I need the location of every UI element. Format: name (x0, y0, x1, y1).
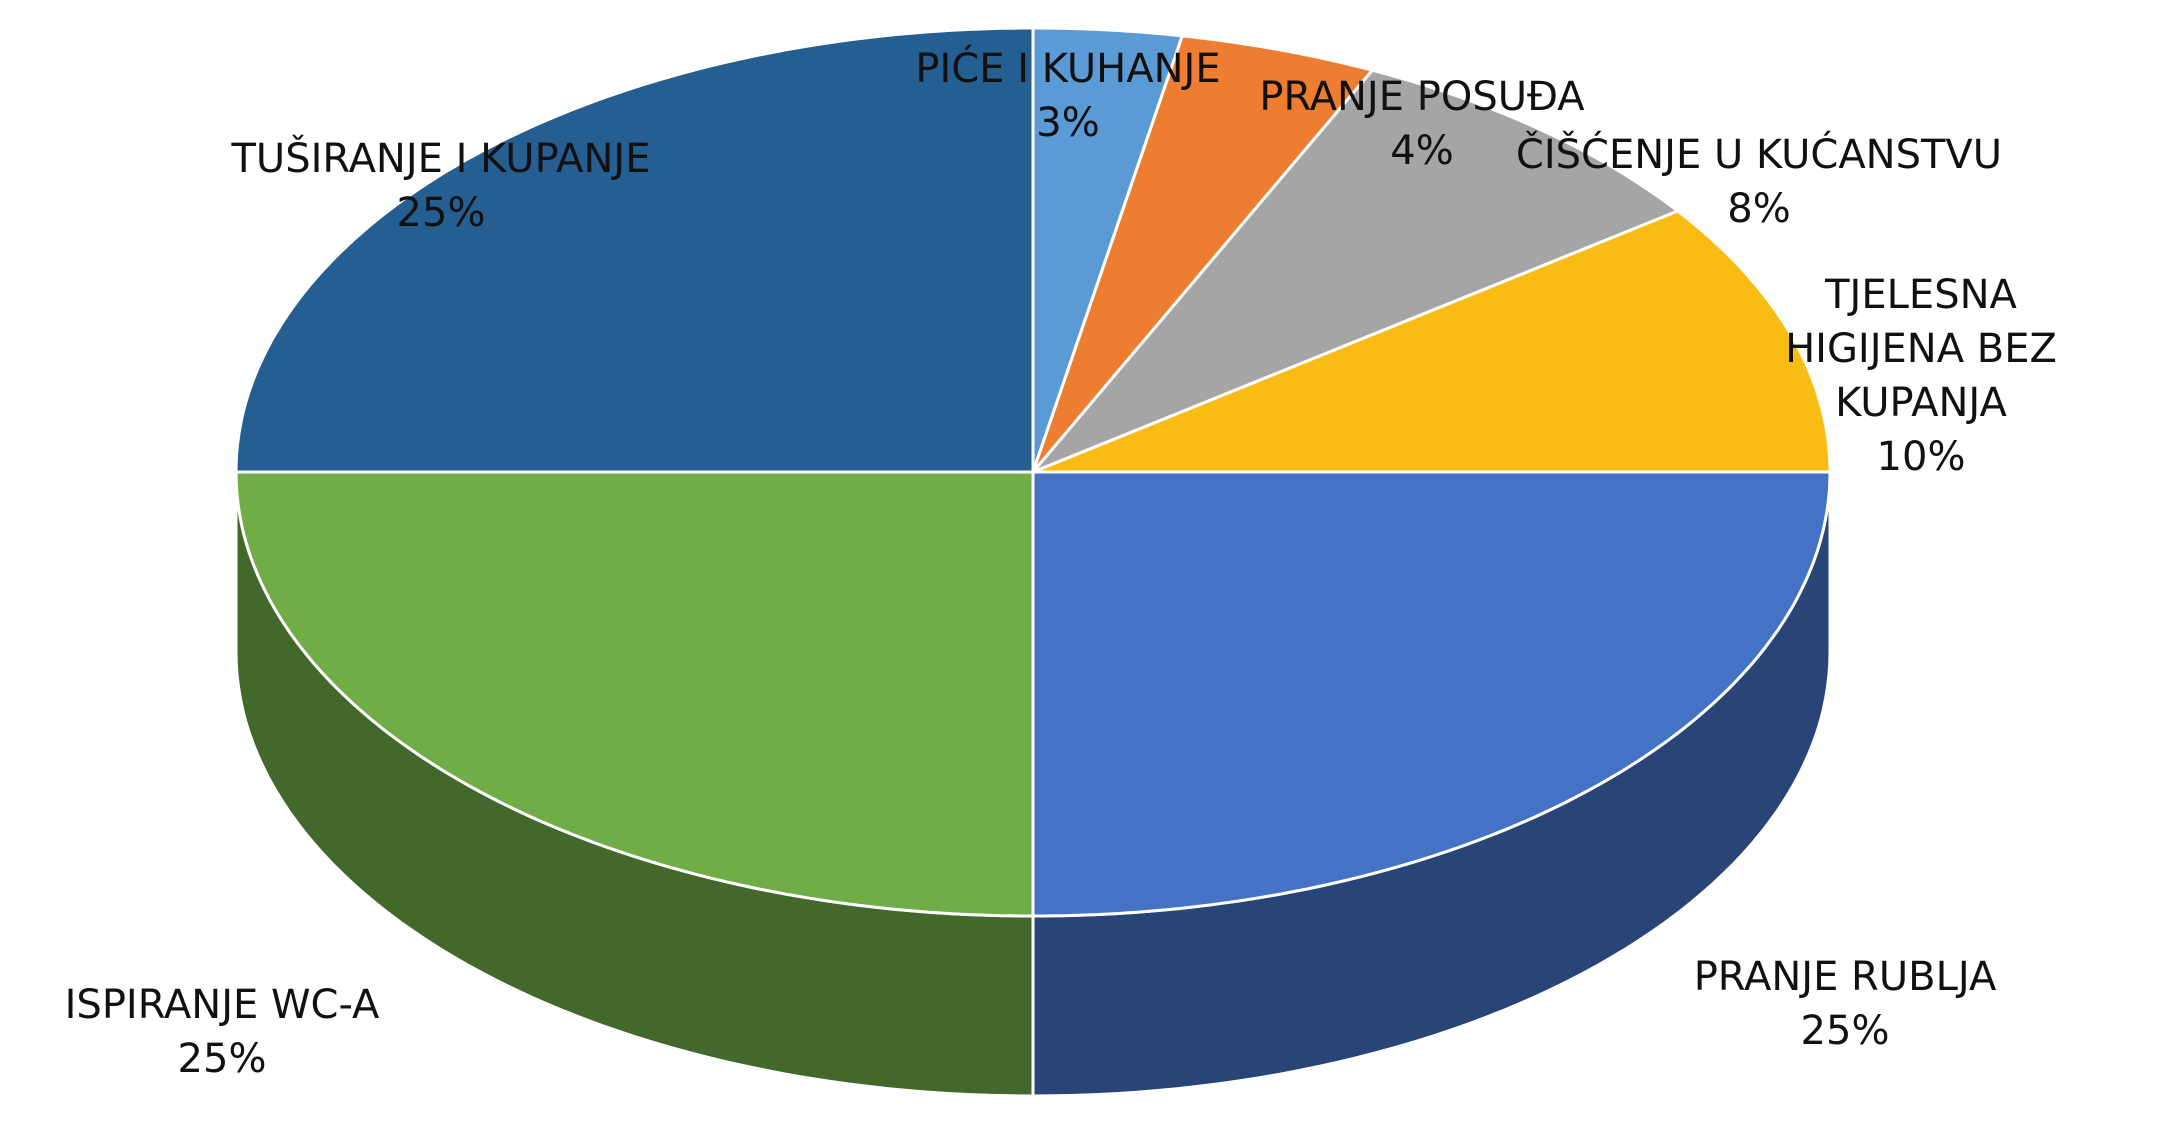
value-label: 4% (1390, 128, 1454, 174)
category-label: ISPIRANJE WC-A (64, 982, 380, 1028)
category-label: PRANJE RUBLJA (1693, 954, 1997, 1000)
slice-label: PRANJE POSUĐA 4% (1259, 70, 1584, 178)
value-label: 25% (177, 1036, 267, 1082)
value-label: 10% (1876, 434, 1966, 480)
category-label: TUŠIRANJE I KUPANJE (231, 136, 651, 182)
slice-label: TUŠIRANJE I KUPANJE 25% (231, 132, 650, 240)
slice (1031, 34, 1375, 473)
slice-label: PIĆE I KUHANJE 3% (915, 42, 1220, 150)
category-label: PIĆE I KUHANJE (915, 46, 1221, 92)
value-label: 3% (1036, 100, 1100, 146)
value-label: 25% (1800, 1008, 1890, 1054)
slice-label: ČIŠĆENJE U KUĆANSTVU 8% (1516, 128, 2002, 236)
category-label: PRANJE POSUĐA (1259, 74, 1585, 120)
category-label: ČIŠĆENJE U KUĆANSTVU (1515, 132, 2003, 178)
category-label: TJELESNA HIGIJENA BEZ KUPANJA (1785, 272, 2057, 426)
slice (234, 470, 1035, 918)
slice (1031, 68, 1681, 474)
value-label: 8% (1727, 186, 1791, 232)
slice-label: PRANJE RUBLJA 25% (1694, 950, 1997, 1058)
slice (1031, 470, 1832, 918)
slice (1032, 209, 1832, 474)
slice-label: ISPIRANJE WC-A 25% (65, 978, 380, 1086)
value-label: 25% (396, 190, 486, 236)
slice (234, 26, 1035, 474)
slice-label: TJELESNA HIGIJENA BEZ KUPANJA 10% (1731, 268, 2111, 484)
